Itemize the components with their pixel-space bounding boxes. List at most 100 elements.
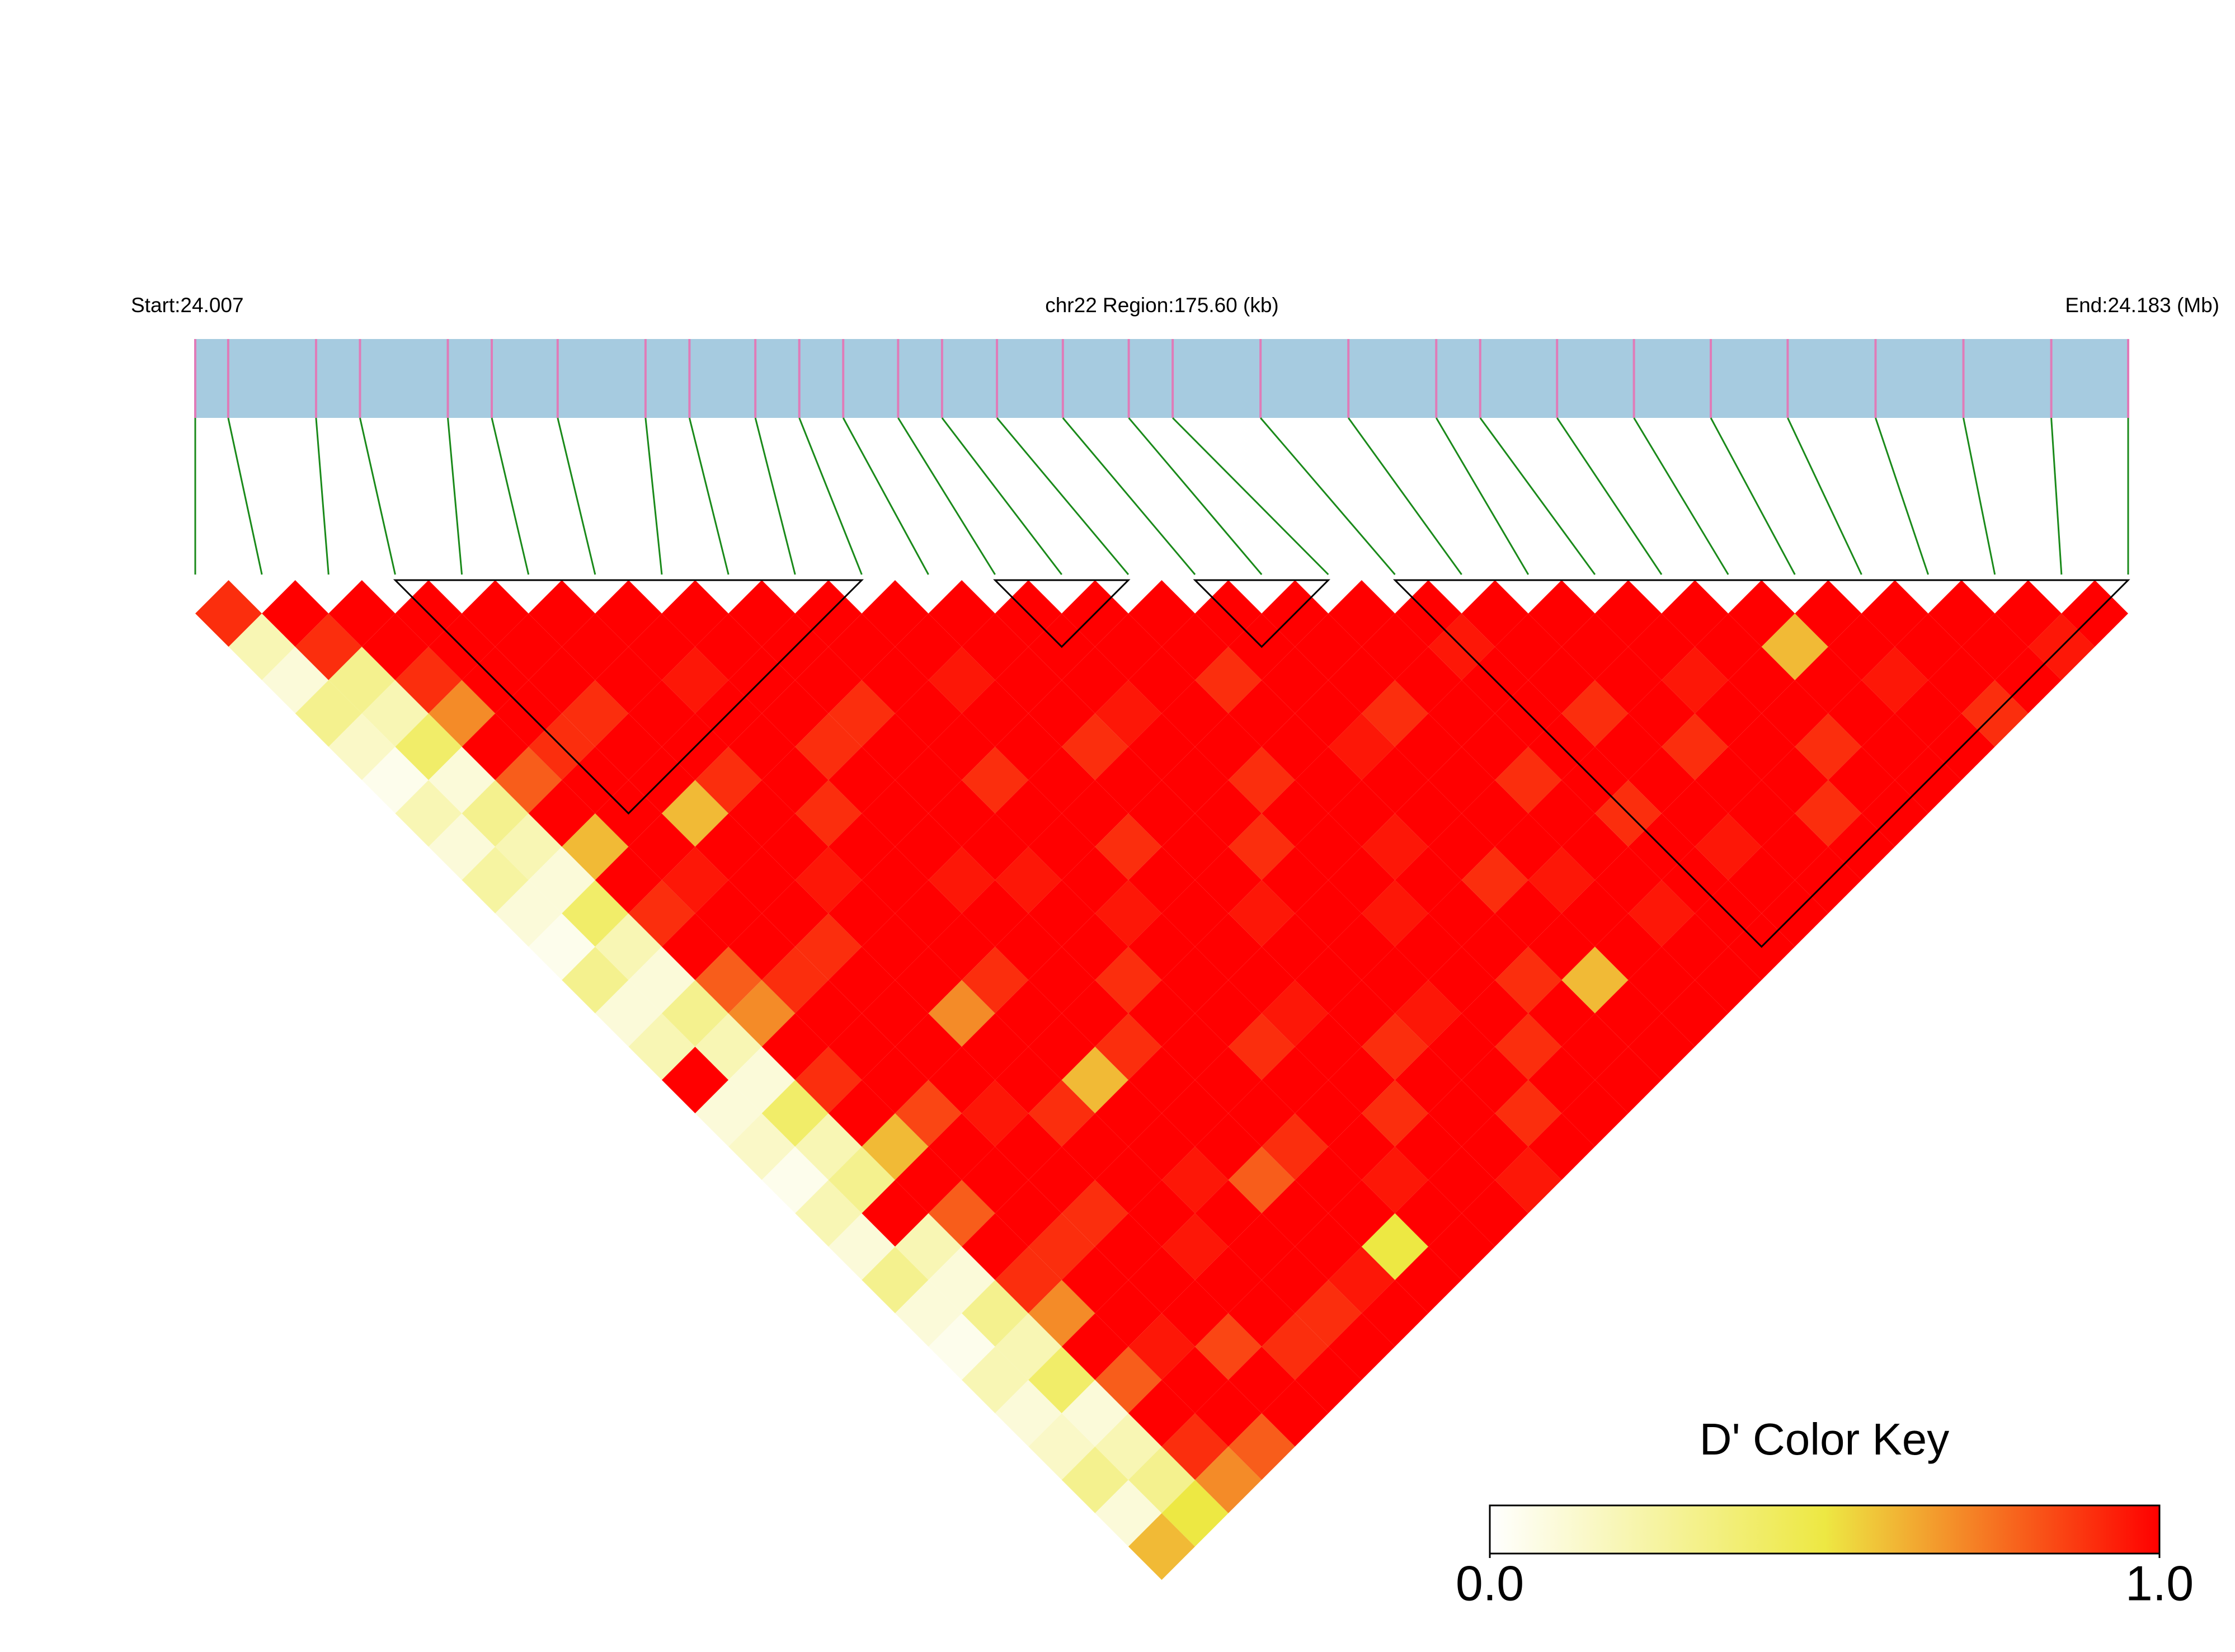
ld-cell	[995, 1180, 1062, 1247]
ld-cell	[1528, 1113, 1595, 1180]
ld-cell	[1728, 846, 1795, 914]
ld-cell	[1128, 980, 1196, 1047]
ld-cell	[1295, 1013, 1362, 1080]
ld-cell	[761, 1013, 829, 1080]
ld-cell	[628, 613, 695, 680]
snp-connector	[842, 417, 929, 575]
ld-cell	[1195, 647, 1262, 714]
ld-cell	[1528, 780, 1595, 847]
ld-cell	[528, 780, 595, 847]
ld-cell	[1461, 713, 1528, 780]
ld-cell	[1628, 746, 1695, 813]
ld-cell	[428, 746, 496, 813]
ld-cell	[1028, 1279, 1095, 1347]
ld-cell	[1361, 1279, 1429, 1347]
ld-cell	[395, 780, 462, 847]
snp-connector	[798, 417, 863, 575]
ld-cell	[1495, 1080, 1562, 1147]
ld-cell	[1428, 880, 1495, 947]
ld-cell	[1428, 1080, 1495, 1147]
ld-cell	[1695, 613, 1762, 680]
ld-cell	[528, 580, 595, 647]
ld-cell	[395, 647, 462, 714]
ld-cell	[1828, 746, 1895, 813]
ld-cell	[1728, 780, 1795, 847]
ld-cell	[1161, 746, 1229, 813]
ld-cell	[1128, 1113, 1196, 1180]
ld-cell	[1795, 580, 1862, 647]
ld-cell	[1128, 780, 1196, 847]
ld-cell	[1161, 1013, 1229, 1080]
snp-connector	[315, 417, 330, 575]
ld-cell	[462, 580, 529, 647]
ld-cell	[1061, 1446, 1128, 1513]
ld-cell	[895, 1213, 962, 1280]
ld-cell	[795, 1180, 862, 1247]
ld-cell	[995, 1380, 1062, 1447]
ld-cell	[462, 713, 529, 780]
ld-cell	[628, 947, 695, 1014]
ld-cell	[828, 1146, 895, 1213]
ld-cell	[1195, 980, 1262, 1047]
ld-cell	[1161, 880, 1229, 947]
ld-cell	[1228, 880, 1295, 947]
ld-cell	[1428, 1013, 1495, 1080]
ld-cell	[361, 746, 429, 813]
ld-cell	[1095, 1347, 1162, 1414]
ld-cell	[1461, 780, 1528, 847]
ld-cell	[1495, 613, 1562, 680]
ld-cell	[1495, 1013, 1562, 1080]
snp-connector	[1963, 417, 1996, 575]
ld-block-outline	[1392, 579, 2130, 948]
ld-cell	[1328, 846, 1395, 914]
snp-connector	[1260, 417, 1396, 575]
ld-cell	[928, 1113, 995, 1180]
ld-cell	[1361, 880, 1429, 947]
ld-cell	[1561, 947, 1629, 1014]
ld-cell	[495, 813, 562, 881]
ld-cell	[695, 1013, 762, 1080]
ld-cell	[1361, 680, 1429, 747]
ld-cell	[1195, 780, 1262, 847]
ld-cell	[1262, 647, 1329, 714]
snp-connector	[2050, 417, 2063, 575]
ld-cell	[1295, 813, 1362, 881]
ld-cell	[1695, 746, 1762, 813]
ld-cell	[1095, 1279, 1162, 1347]
ld-cell	[595, 713, 662, 780]
ld-cell	[1861, 580, 1928, 647]
ld-cell	[562, 613, 629, 680]
ld-cell	[1328, 1113, 1395, 1180]
ld-cell	[1295, 1080, 1362, 1147]
ld-cell	[1461, 913, 1528, 980]
ld-cell	[661, 580, 729, 647]
ld-block-outline	[993, 579, 1131, 648]
ld-cell	[895, 1146, 962, 1213]
ld-cell	[795, 1113, 862, 1180]
ld-cell	[828, 1213, 895, 1280]
ld-cell	[1295, 746, 1362, 813]
ld-cell	[1662, 913, 1729, 980]
ld-cell	[361, 680, 429, 747]
ld-cell	[995, 1246, 1062, 1314]
ld-cell	[1461, 980, 1528, 1047]
ld-cell	[1228, 680, 1295, 747]
ld-cell	[1228, 813, 1295, 881]
ld-cell	[595, 647, 662, 714]
ld-cell	[1295, 613, 1362, 680]
ld-cell	[228, 613, 295, 680]
ld-cell	[1594, 647, 1662, 714]
ld-cell	[1928, 647, 1995, 714]
ld-cell	[1528, 846, 1595, 914]
ld-cell	[962, 1347, 1029, 1414]
ld-cell	[595, 980, 662, 1047]
ld-cell	[1161, 947, 1229, 1014]
ld-cell	[1761, 746, 1828, 813]
ld-cell	[1028, 1213, 1095, 1280]
ld-cell	[661, 846, 729, 914]
ld-cell	[962, 1080, 1029, 1147]
ld-cell	[1428, 746, 1495, 813]
color-key-bar	[1489, 1504, 2161, 1555]
ld-cell	[1161, 1413, 1229, 1480]
